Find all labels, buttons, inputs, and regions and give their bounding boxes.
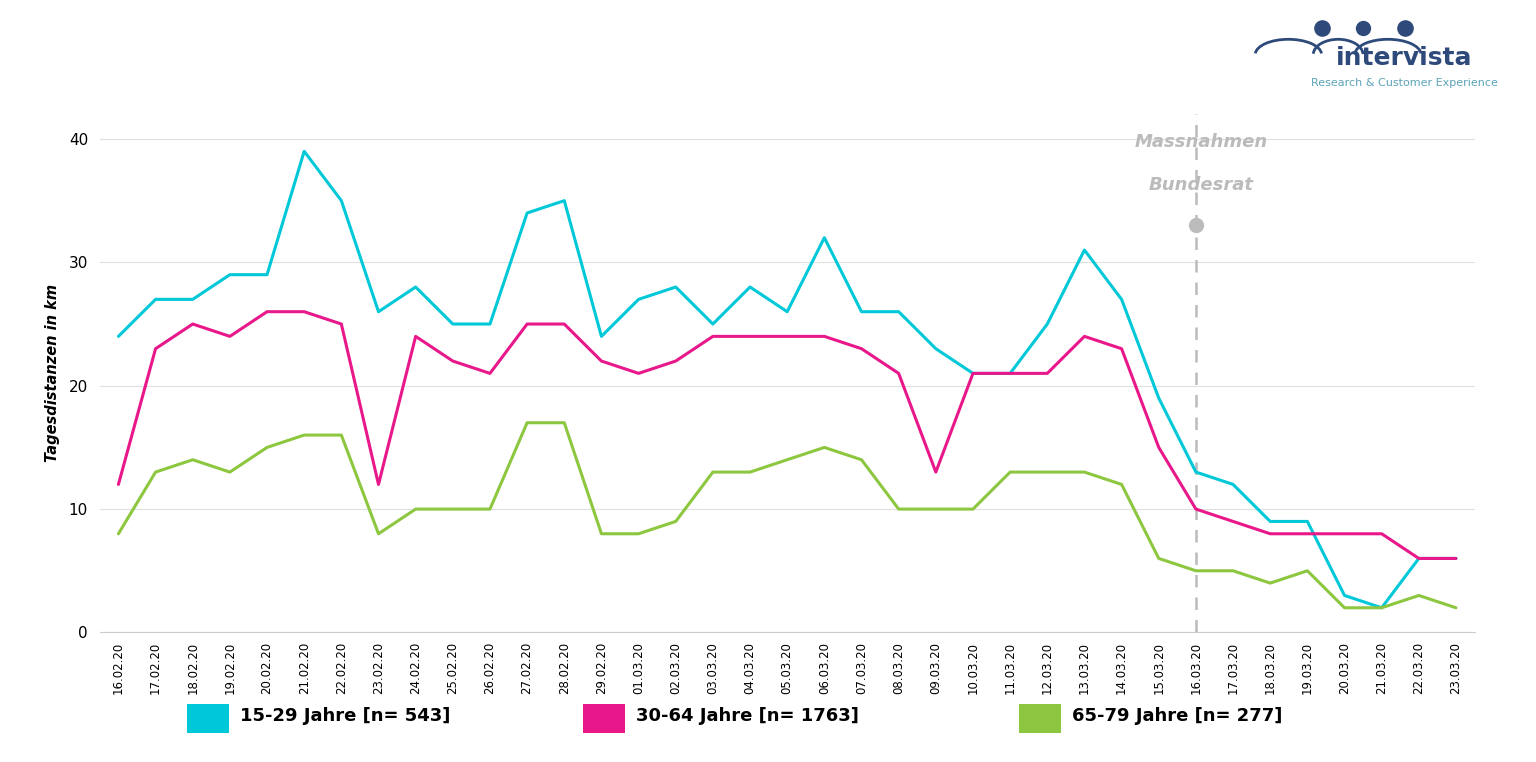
Text: Bundesrat: Bundesrat: [1149, 176, 1253, 194]
Text: 15-29 Jahre [n= 543]: 15-29 Jahre [n= 543]: [240, 707, 450, 725]
FancyBboxPatch shape: [584, 704, 625, 733]
Text: intervista: intervista: [1336, 46, 1473, 70]
FancyBboxPatch shape: [1018, 704, 1061, 733]
Y-axis label: Tagesdistanzen in km: Tagesdistanzen in km: [46, 284, 60, 463]
Text: 30-64 Jahre [n= 1763]: 30-64 Jahre [n= 1763]: [636, 707, 859, 725]
Text: 65-79 Jahre [n= 277]: 65-79 Jahre [n= 277]: [1072, 707, 1283, 725]
Text: Median zurückgelegte Tagesdistanzen nach Alter: Median zurückgelegte Tagesdistanzen nach…: [34, 34, 763, 61]
FancyBboxPatch shape: [187, 704, 229, 733]
Text: Massnahmen: Massnahmen: [1135, 133, 1269, 151]
Text: Research & Customer Experience: Research & Customer Experience: [1312, 78, 1498, 88]
